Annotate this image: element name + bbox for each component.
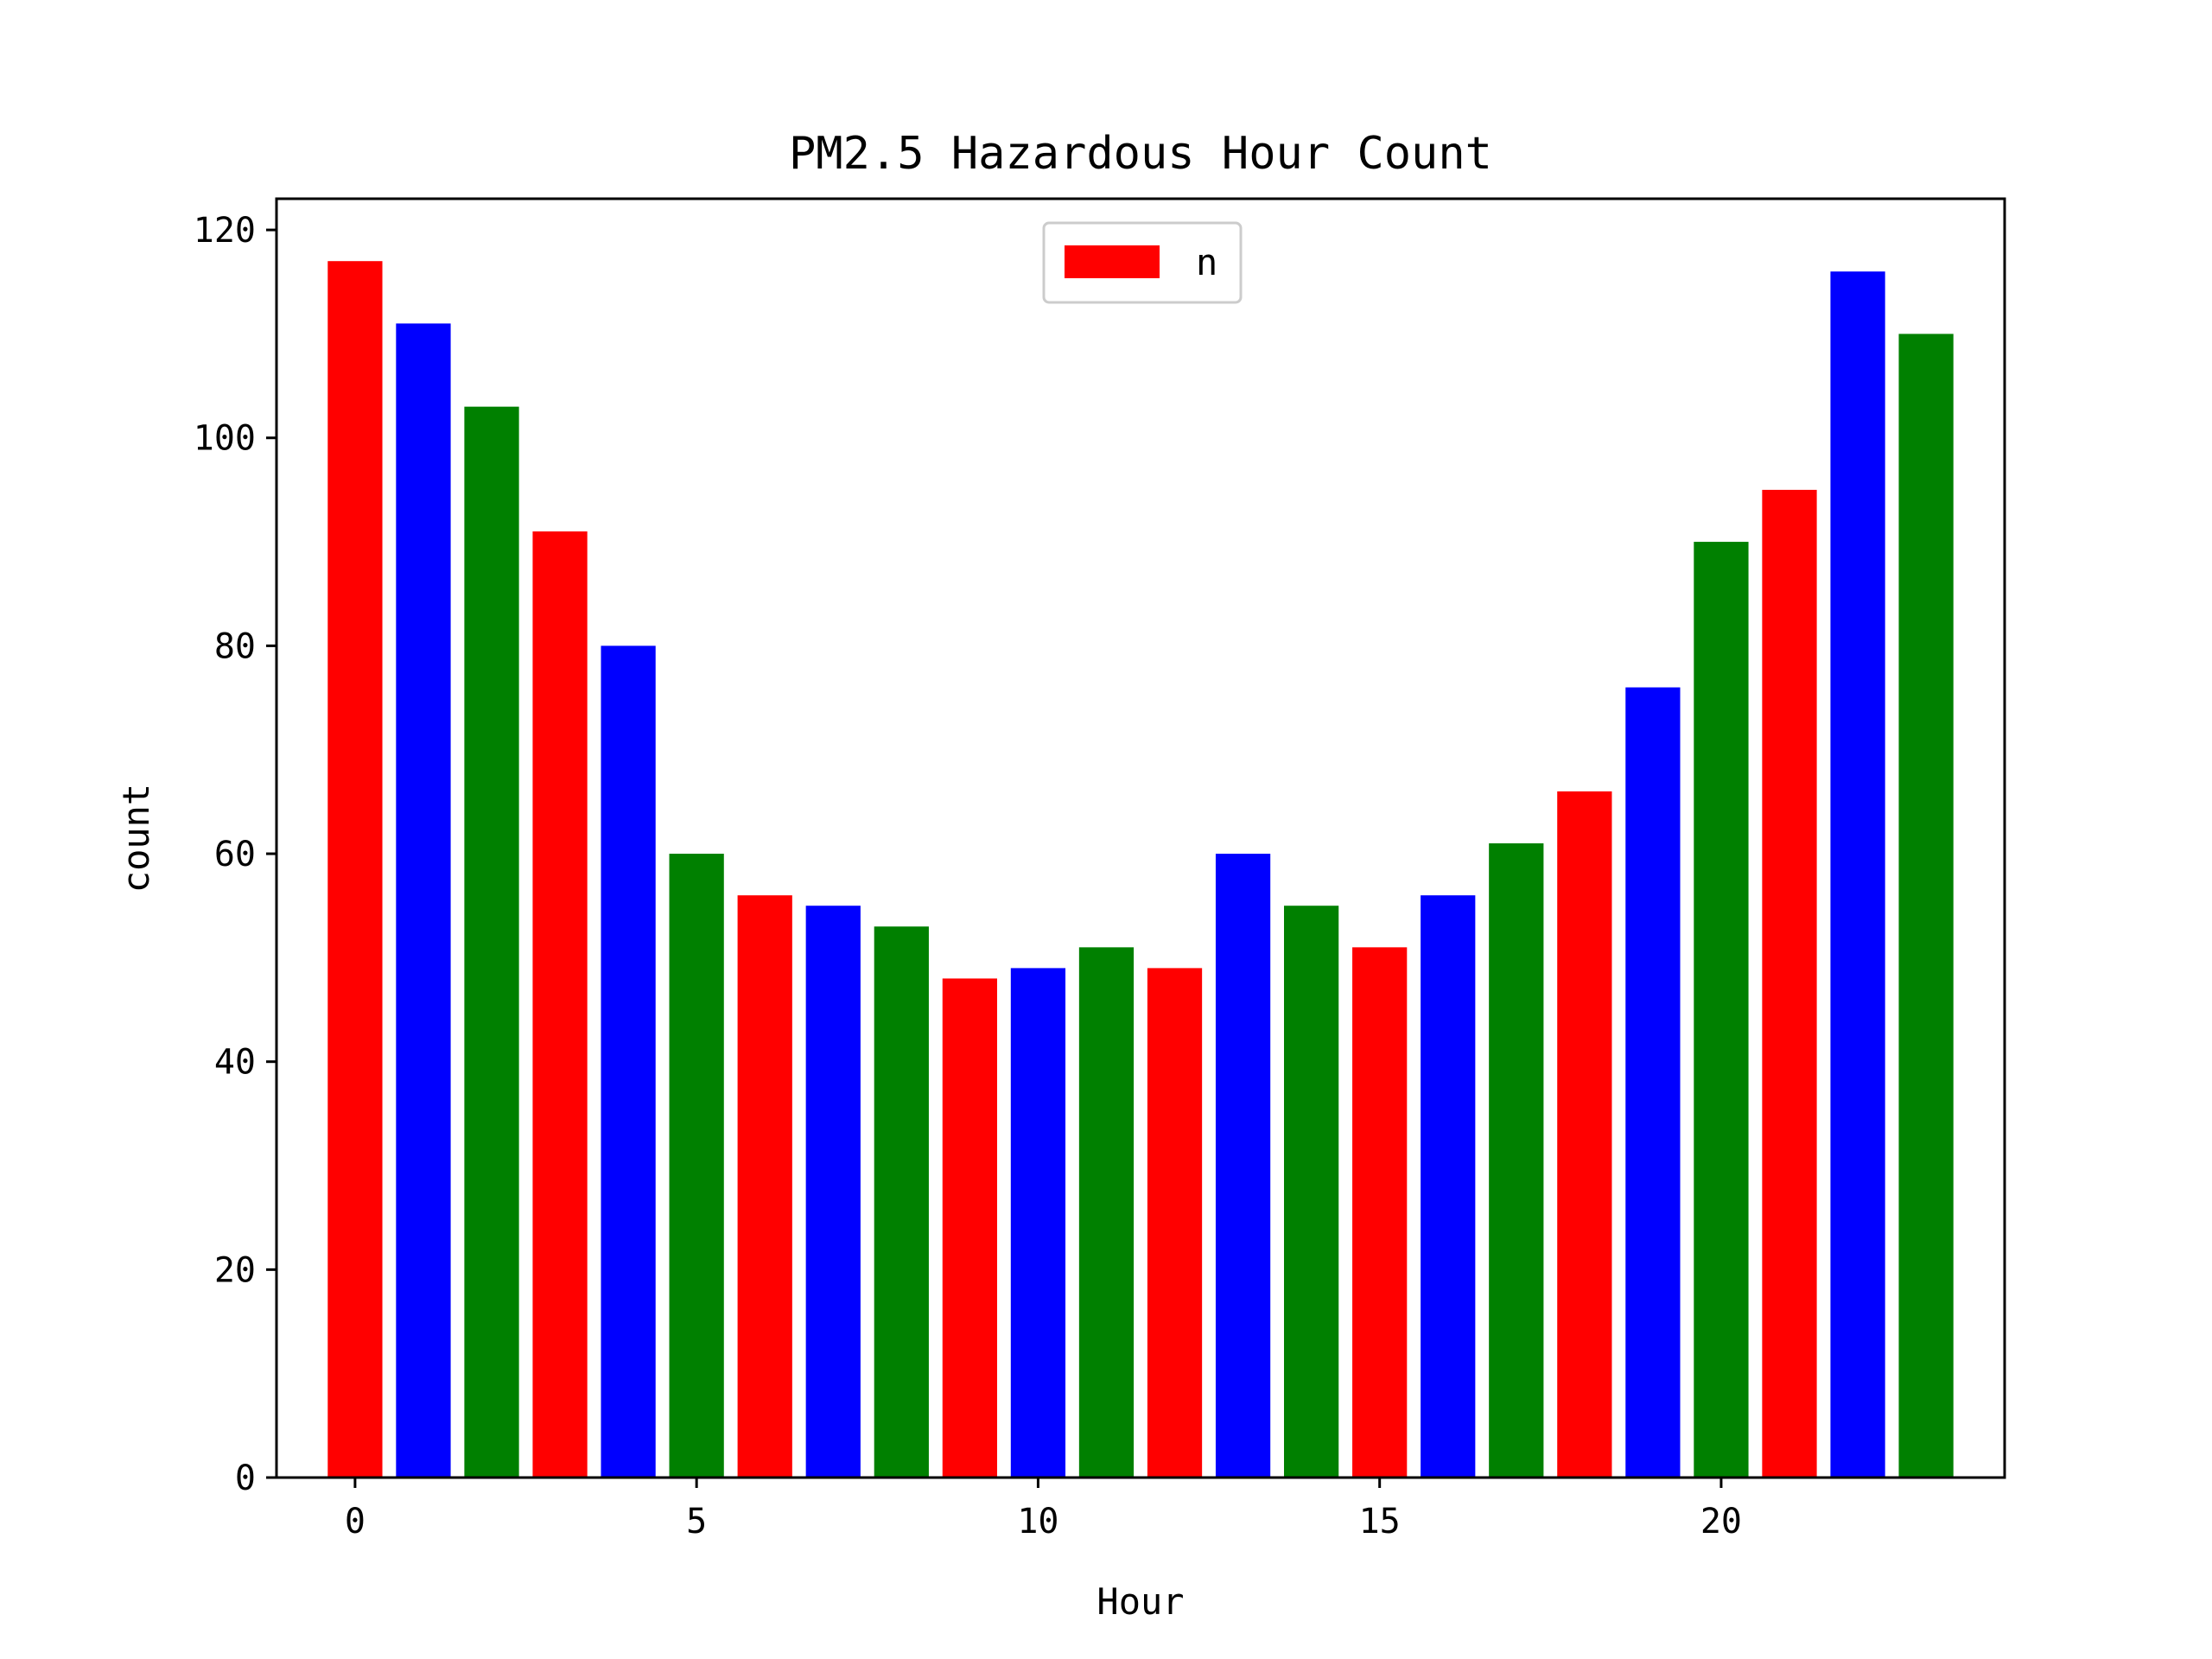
plot-frame bbox=[275, 197, 2006, 1479]
bar-hour-5 bbox=[669, 854, 724, 1478]
bar-hour-12 bbox=[1147, 968, 1203, 1478]
bar-hour-13 bbox=[1215, 854, 1271, 1478]
x-tick-label: 10 bbox=[1017, 1502, 1058, 1541]
bar-hour-3 bbox=[532, 531, 588, 1478]
y-tick-label: 120 bbox=[194, 211, 256, 251]
y-tick-label: 100 bbox=[194, 419, 256, 459]
y-tick-label: 60 bbox=[214, 835, 256, 874]
bar-hour-11 bbox=[1078, 947, 1135, 1478]
y-axis-label: count bbox=[115, 784, 157, 893]
x-axis-ticks: 0 5 10 15 20 bbox=[345, 1478, 1742, 1541]
bar-hour-21 bbox=[1762, 489, 1817, 1478]
bar-hour-10 bbox=[1010, 968, 1066, 1478]
bar-hour-7 bbox=[805, 906, 861, 1478]
y-tick-label: 40 bbox=[214, 1043, 256, 1083]
legend-label: n bbox=[1196, 241, 1217, 283]
bar-hour-22 bbox=[1830, 271, 1885, 1478]
y-tick-label: 20 bbox=[214, 1250, 256, 1290]
bar-hour-1 bbox=[396, 323, 451, 1478]
x-tick-label: 5 bbox=[686, 1502, 707, 1541]
bar-hour-18 bbox=[1557, 791, 1612, 1478]
bar-hour-14 bbox=[1284, 906, 1339, 1478]
bar-hour-20 bbox=[1694, 542, 1749, 1478]
bar-hour-17 bbox=[1489, 843, 1544, 1478]
x-tick-label: 20 bbox=[1700, 1502, 1742, 1541]
bars-group bbox=[327, 261, 1954, 1478]
bar-hour-4 bbox=[601, 645, 656, 1478]
bar-hour-2 bbox=[464, 406, 519, 1478]
bar-hour-15 bbox=[1352, 947, 1408, 1478]
y-tick-label: 0 bbox=[235, 1459, 256, 1498]
bar-hour-8 bbox=[874, 926, 929, 1478]
bar-hour-6 bbox=[737, 895, 792, 1478]
y-tick-label: 80 bbox=[214, 626, 256, 666]
x-tick-label: 0 bbox=[345, 1502, 365, 1541]
x-axis-label: Hour bbox=[1096, 1580, 1184, 1623]
chart-title: PM2.5 Hazardous Hour Count bbox=[789, 128, 1492, 180]
legend-swatch bbox=[1065, 245, 1160, 278]
bar-hour-16 bbox=[1421, 895, 1476, 1478]
bar-hour-19 bbox=[1625, 687, 1681, 1478]
bar-hour-23 bbox=[1898, 334, 1954, 1478]
legend: n bbox=[1042, 221, 1243, 304]
x-tick-label: 15 bbox=[1359, 1502, 1401, 1541]
bar-hour-0 bbox=[327, 261, 383, 1478]
y-axis-ticks: 0 20 40 60 80 100 120 bbox=[194, 211, 276, 1498]
bar-hour-9 bbox=[942, 978, 997, 1478]
